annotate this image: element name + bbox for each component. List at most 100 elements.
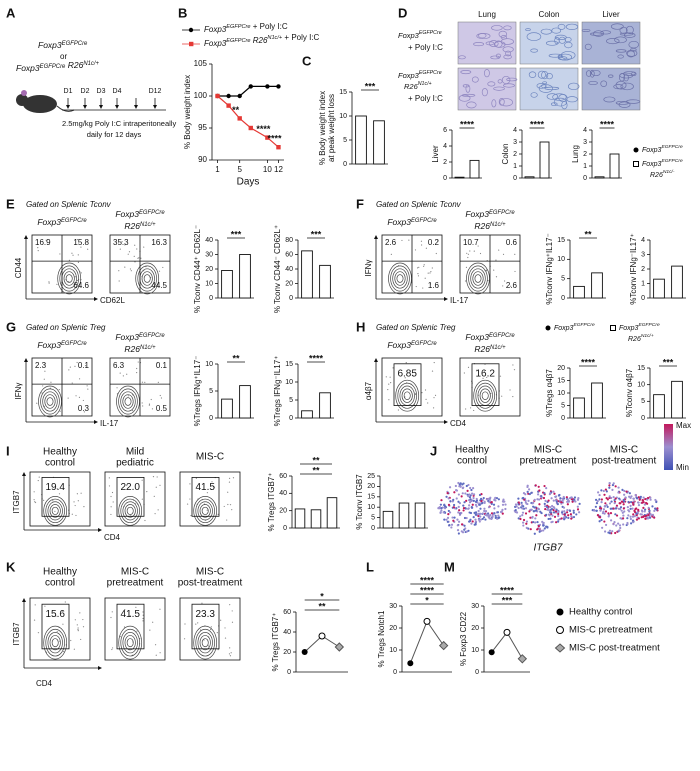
y-tick-label: 3 bbox=[583, 139, 587, 146]
tsne-cell bbox=[522, 518, 526, 522]
flow-dot bbox=[157, 509, 159, 511]
flow-dot bbox=[390, 253, 392, 255]
protocol: daily for 12 days bbox=[87, 130, 142, 139]
tsne-cell bbox=[536, 520, 539, 524]
tsne-cell bbox=[457, 493, 460, 496]
tsne-cell bbox=[452, 498, 455, 501]
tsne-cell bbox=[622, 523, 625, 526]
tsne-cell bbox=[534, 521, 537, 524]
y-tick-label: 4 bbox=[641, 237, 645, 244]
genotype-label: R26N1c/+ bbox=[124, 221, 156, 231]
genotype-label: R26N1c/+ bbox=[124, 344, 156, 354]
flow-dot bbox=[433, 361, 435, 364]
flow-dot bbox=[44, 363, 47, 365]
flow-dot bbox=[229, 647, 231, 649]
tsne-cell bbox=[471, 492, 474, 495]
flow-dot bbox=[159, 484, 161, 486]
gate bbox=[41, 476, 70, 517]
tsne-cell bbox=[634, 511, 637, 514]
row-label: + Poly I:C bbox=[408, 94, 443, 103]
flow-dot bbox=[231, 621, 234, 623]
tsne-cell bbox=[484, 513, 487, 516]
genotype-label: Foxp3EGFPCre bbox=[642, 144, 683, 154]
gate-label: Gated on Splenic Tconv bbox=[376, 200, 462, 209]
tsne-cell bbox=[629, 507, 632, 510]
flow-dot bbox=[77, 630, 79, 632]
significance: **** bbox=[600, 119, 615, 129]
y-tick-label: 6 bbox=[443, 127, 447, 134]
tsne-cell bbox=[462, 504, 465, 507]
flow-dot bbox=[401, 239, 403, 242]
tsne-cell bbox=[543, 484, 546, 488]
flow-dot bbox=[133, 255, 135, 257]
flow-dot bbox=[142, 614, 144, 616]
tsne-cell bbox=[488, 501, 491, 504]
tsne-cell bbox=[481, 501, 484, 505]
histology-texture bbox=[566, 96, 578, 103]
tsne-cell bbox=[570, 498, 573, 501]
genotype-label: R26N1c/+ bbox=[474, 221, 506, 231]
group-label: Mild bbox=[126, 447, 144, 458]
bar bbox=[310, 509, 322, 529]
flow-dot bbox=[230, 652, 232, 654]
tsne-cell bbox=[610, 496, 613, 500]
flow-dot bbox=[52, 500, 54, 502]
gate bbox=[393, 363, 422, 406]
tsne-cell bbox=[456, 529, 460, 532]
tsne-cell bbox=[565, 496, 568, 499]
y-tick-label: 105 bbox=[194, 59, 208, 68]
gene-superscript: EGFPCre bbox=[489, 333, 515, 339]
group-label: MIS-C bbox=[610, 445, 638, 456]
gene-name: Foxp3 bbox=[16, 63, 40, 73]
tsne-cell bbox=[467, 483, 470, 487]
gate bbox=[116, 603, 145, 650]
flow-dot bbox=[183, 638, 186, 640]
tsne-cell bbox=[514, 508, 517, 512]
flow-dot bbox=[135, 606, 137, 608]
tsne-cell bbox=[522, 492, 526, 495]
day-label: D4 bbox=[113, 88, 122, 95]
histology-texture bbox=[567, 82, 580, 91]
tsne-cell bbox=[566, 503, 569, 506]
group-label: pediatric bbox=[116, 458, 154, 469]
y-tick-label: 1 bbox=[583, 163, 587, 170]
tsne-cell bbox=[626, 517, 629, 520]
axis-label: IL-17 bbox=[100, 419, 119, 428]
tsne-cell bbox=[578, 502, 581, 505]
tsne-cell bbox=[548, 509, 551, 512]
histology-texture bbox=[589, 69, 595, 78]
tsne-cell bbox=[480, 500, 483, 503]
gene-superscript: N1c/+ bbox=[418, 81, 432, 87]
tsne-cell bbox=[473, 523, 476, 526]
flow-dot bbox=[48, 281, 50, 283]
flow-dot bbox=[127, 395, 129, 397]
tsne-cell bbox=[651, 505, 654, 508]
flow-dot bbox=[424, 389, 427, 391]
gene-name: Foxp3 bbox=[554, 325, 574, 332]
flow-dot bbox=[220, 619, 222, 621]
flow-dot bbox=[37, 247, 39, 249]
tsne-cell bbox=[529, 516, 532, 519]
bar bbox=[221, 270, 233, 299]
flow-dot bbox=[71, 252, 73, 254]
tsne-cell bbox=[457, 481, 460, 485]
tsne-cell bbox=[484, 509, 488, 513]
flow-contour bbox=[201, 638, 209, 648]
flow-contour bbox=[473, 379, 498, 412]
flow-dot bbox=[128, 251, 131, 253]
bar bbox=[319, 392, 331, 419]
flow-dot bbox=[119, 365, 121, 368]
tsne-cell bbox=[475, 505, 478, 508]
histology-texture bbox=[506, 77, 518, 82]
y-tick-label: 10 bbox=[389, 647, 397, 654]
significance: *** bbox=[663, 357, 674, 367]
flow-dot bbox=[387, 388, 389, 391]
mouse-tail bbox=[56, 105, 75, 112]
significance: *** bbox=[231, 229, 242, 239]
tsne-cell bbox=[620, 500, 624, 503]
bar bbox=[326, 497, 338, 529]
histology-texture bbox=[458, 94, 471, 102]
tsne-cell bbox=[534, 517, 537, 520]
tsne-cell bbox=[555, 521, 558, 524]
tsne-cell bbox=[451, 516, 454, 519]
